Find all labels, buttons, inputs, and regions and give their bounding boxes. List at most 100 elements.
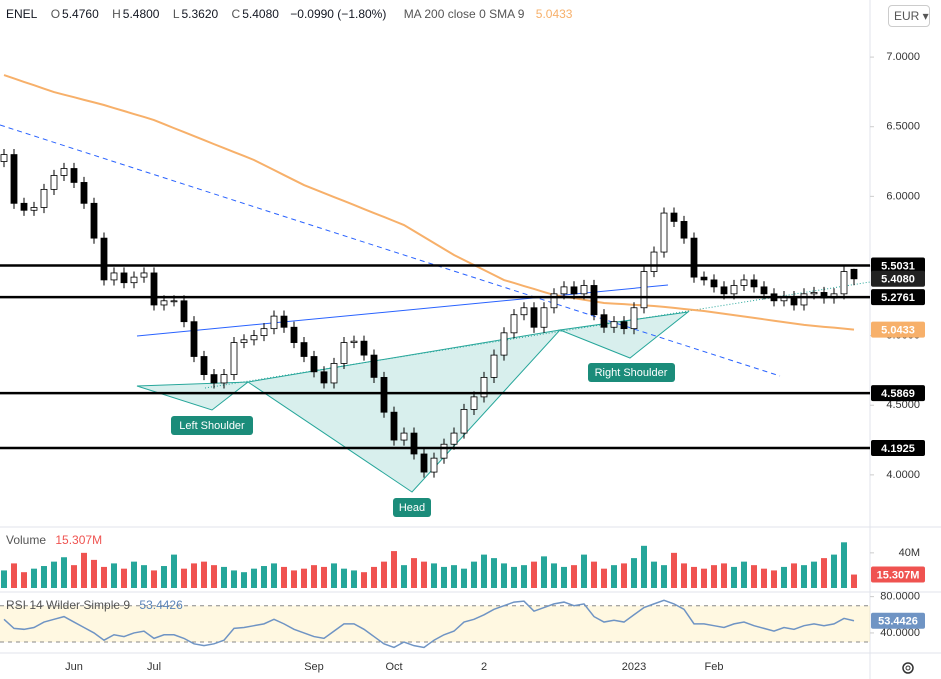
volume-bar bbox=[701, 568, 707, 588]
pattern-shape bbox=[136, 381, 250, 411]
candle-body bbox=[850, 268, 858, 280]
volume-bar bbox=[441, 566, 447, 588]
candle-body bbox=[750, 279, 758, 288]
annotation-box bbox=[171, 416, 253, 435]
y-tick-label: 40M bbox=[899, 547, 920, 559]
price-label: 15.307M bbox=[877, 569, 920, 581]
price-label-box bbox=[871, 321, 925, 338]
candle-body bbox=[390, 411, 398, 441]
volume-bar bbox=[691, 566, 697, 588]
annotation: Left Shoulder bbox=[171, 416, 253, 435]
candle-body bbox=[360, 340, 368, 356]
volume-name: Volume bbox=[6, 533, 47, 547]
x-tick-label: Feb bbox=[705, 661, 724, 673]
candle-body bbox=[600, 314, 608, 328]
volume-bar bbox=[811, 561, 817, 588]
volume-bar bbox=[71, 565, 77, 588]
volume-bar bbox=[21, 572, 27, 588]
rsi-name: RSI 14 Wilder Simple 9 bbox=[6, 598, 131, 612]
volume-bar bbox=[371, 566, 377, 588]
pattern-shape bbox=[246, 329, 562, 493]
candle-body bbox=[70, 168, 78, 183]
candle-body bbox=[540, 307, 548, 328]
ohlc-value: 5.3620 bbox=[181, 7, 219, 21]
ma-value: 5.0433 bbox=[535, 7, 573, 21]
volume-bar bbox=[101, 566, 107, 588]
volume-bar bbox=[191, 563, 197, 588]
x-tick-label: Jun bbox=[65, 661, 83, 673]
price-label: 4.1925 bbox=[881, 443, 915, 455]
volume-bar bbox=[771, 570, 777, 588]
currency-button[interactable]: EUR ▾ bbox=[888, 5, 930, 27]
candle-body bbox=[140, 272, 148, 278]
candle-body bbox=[350, 340, 358, 343]
volume-bar bbox=[471, 561, 477, 588]
candle-body bbox=[570, 286, 578, 295]
candle-body bbox=[460, 409, 468, 434]
price-label-box bbox=[871, 270, 925, 287]
candle-body bbox=[810, 292, 818, 295]
volume-bar bbox=[841, 542, 847, 588]
volume-bar bbox=[11, 563, 17, 588]
volume-bar bbox=[131, 561, 137, 588]
volume-bar bbox=[301, 568, 307, 588]
volume-bar bbox=[51, 561, 57, 588]
volume-value: 15.307M bbox=[55, 533, 103, 547]
volume-bar bbox=[521, 565, 527, 588]
settings-icon[interactable] bbox=[902, 662, 914, 674]
volume-bar bbox=[241, 572, 247, 588]
volume-bar bbox=[721, 563, 727, 588]
candle-body bbox=[710, 279, 718, 288]
candle-body bbox=[20, 202, 28, 211]
rsi-value: 53.4426 bbox=[139, 598, 183, 612]
volume-bar bbox=[761, 568, 767, 588]
candle-body bbox=[50, 175, 58, 190]
price-label-box bbox=[871, 440, 925, 457]
price-label: 53.4426 bbox=[878, 616, 918, 628]
ohlc-value: 5.4080 bbox=[242, 7, 279, 21]
gear bbox=[902, 662, 914, 674]
candle-body bbox=[380, 376, 388, 413]
candle-body bbox=[290, 326, 298, 343]
candle-body bbox=[840, 271, 848, 295]
trend-line bbox=[0, 124, 781, 377]
volume-bar bbox=[731, 566, 737, 588]
volume-bar bbox=[621, 563, 627, 588]
x-tick-label: Sep bbox=[304, 661, 324, 673]
volume-bar bbox=[831, 554, 837, 588]
y-tick-label: 7.0000 bbox=[886, 51, 920, 63]
price-label-box bbox=[871, 385, 925, 402]
volume-bar bbox=[171, 554, 177, 588]
volume-bar bbox=[671, 552, 677, 588]
price-label-box bbox=[871, 566, 925, 583]
volume-bar bbox=[661, 565, 667, 588]
candle-body bbox=[680, 221, 688, 239]
rsi-line bbox=[3, 599, 855, 649]
volume-bar bbox=[511, 566, 517, 588]
volume-bar bbox=[31, 568, 37, 588]
volume-bar bbox=[211, 565, 217, 588]
volume-bar bbox=[821, 558, 827, 588]
candle-body bbox=[420, 453, 428, 473]
volume-bar bbox=[111, 563, 117, 588]
ma-name: MA 200 close 0 SMA 9 bbox=[403, 7, 525, 21]
candle-body bbox=[30, 207, 38, 211]
volume-bar bbox=[641, 545, 647, 588]
ohlc-value: 5.4800 bbox=[122, 7, 160, 21]
volume-bar bbox=[681, 563, 687, 588]
y-tick-label: 6.0000 bbox=[886, 190, 920, 202]
candle-body bbox=[580, 285, 588, 295]
volume-bar bbox=[531, 561, 537, 588]
trend-line bbox=[136, 284, 669, 337]
symbol: ENEL bbox=[6, 7, 38, 21]
volume-bar bbox=[251, 568, 257, 588]
volume-bar bbox=[651, 561, 657, 588]
volume-bar bbox=[501, 563, 507, 588]
ma-line bbox=[3, 74, 855, 331]
candle-body bbox=[210, 374, 218, 384]
candle-body bbox=[740, 279, 748, 286]
candle-body bbox=[170, 300, 178, 303]
candle-body bbox=[500, 332, 508, 356]
annotation-text: Head bbox=[399, 502, 425, 514]
